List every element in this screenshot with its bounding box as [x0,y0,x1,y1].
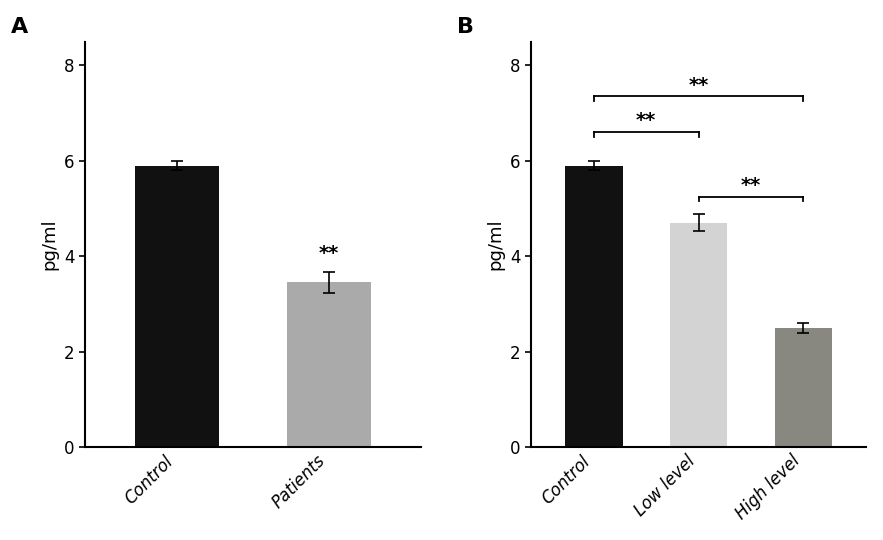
Bar [774,328,833,447]
Text: A: A [11,17,28,37]
Text: **: ** [689,76,709,94]
Y-axis label: pg/ml: pg/ml [487,219,504,270]
Y-axis label: pg/ml: pg/ml [41,219,58,270]
Text: **: ** [319,245,339,264]
Bar [565,166,623,447]
Bar [669,223,728,447]
Bar [287,282,371,447]
Bar [135,166,219,447]
Text: **: ** [741,176,761,195]
Text: **: ** [636,111,656,130]
Text: B: B [457,17,474,37]
